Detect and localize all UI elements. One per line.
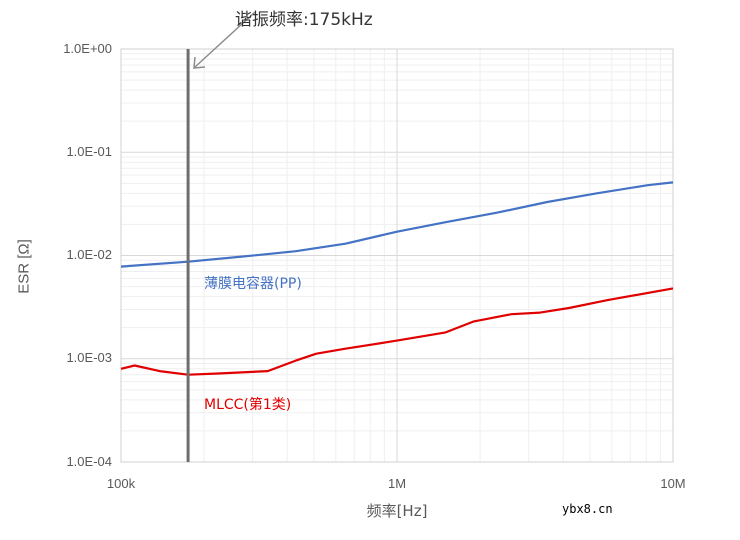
series-label-mlcc: MLCC(第1类) <box>204 397 292 413</box>
x-tick-label: 1M <box>387 476 407 491</box>
x-axis-title: 频率[Hz] <box>366 502 428 520</box>
y-tick-label: 1.0E-01 <box>66 144 112 159</box>
y-axis-title: ESR [Ω] <box>15 239 33 294</box>
series-line-pp <box>120 181 674 268</box>
series-line-mlcc <box>120 287 674 376</box>
resonance-annotation: 谐振频率:175kHz <box>235 10 373 30</box>
watermark: ybx8.cn <box>562 502 613 516</box>
annotation-arrow-icon <box>193 11 256 69</box>
y-tick-label: 1.0E-04 <box>66 454 112 469</box>
y-tick-label: 1.0E-02 <box>66 247 112 262</box>
y-tick-label: 1.0E+00 <box>63 41 112 56</box>
plot-area-border <box>120 48 674 463</box>
x-tick-label: 10M <box>660 476 686 491</box>
series-label-pp: 薄膜电容器(PP) <box>204 276 302 292</box>
y-tick-label: 1.0E-03 <box>66 350 112 365</box>
x-tick-label: 100k <box>106 476 136 491</box>
